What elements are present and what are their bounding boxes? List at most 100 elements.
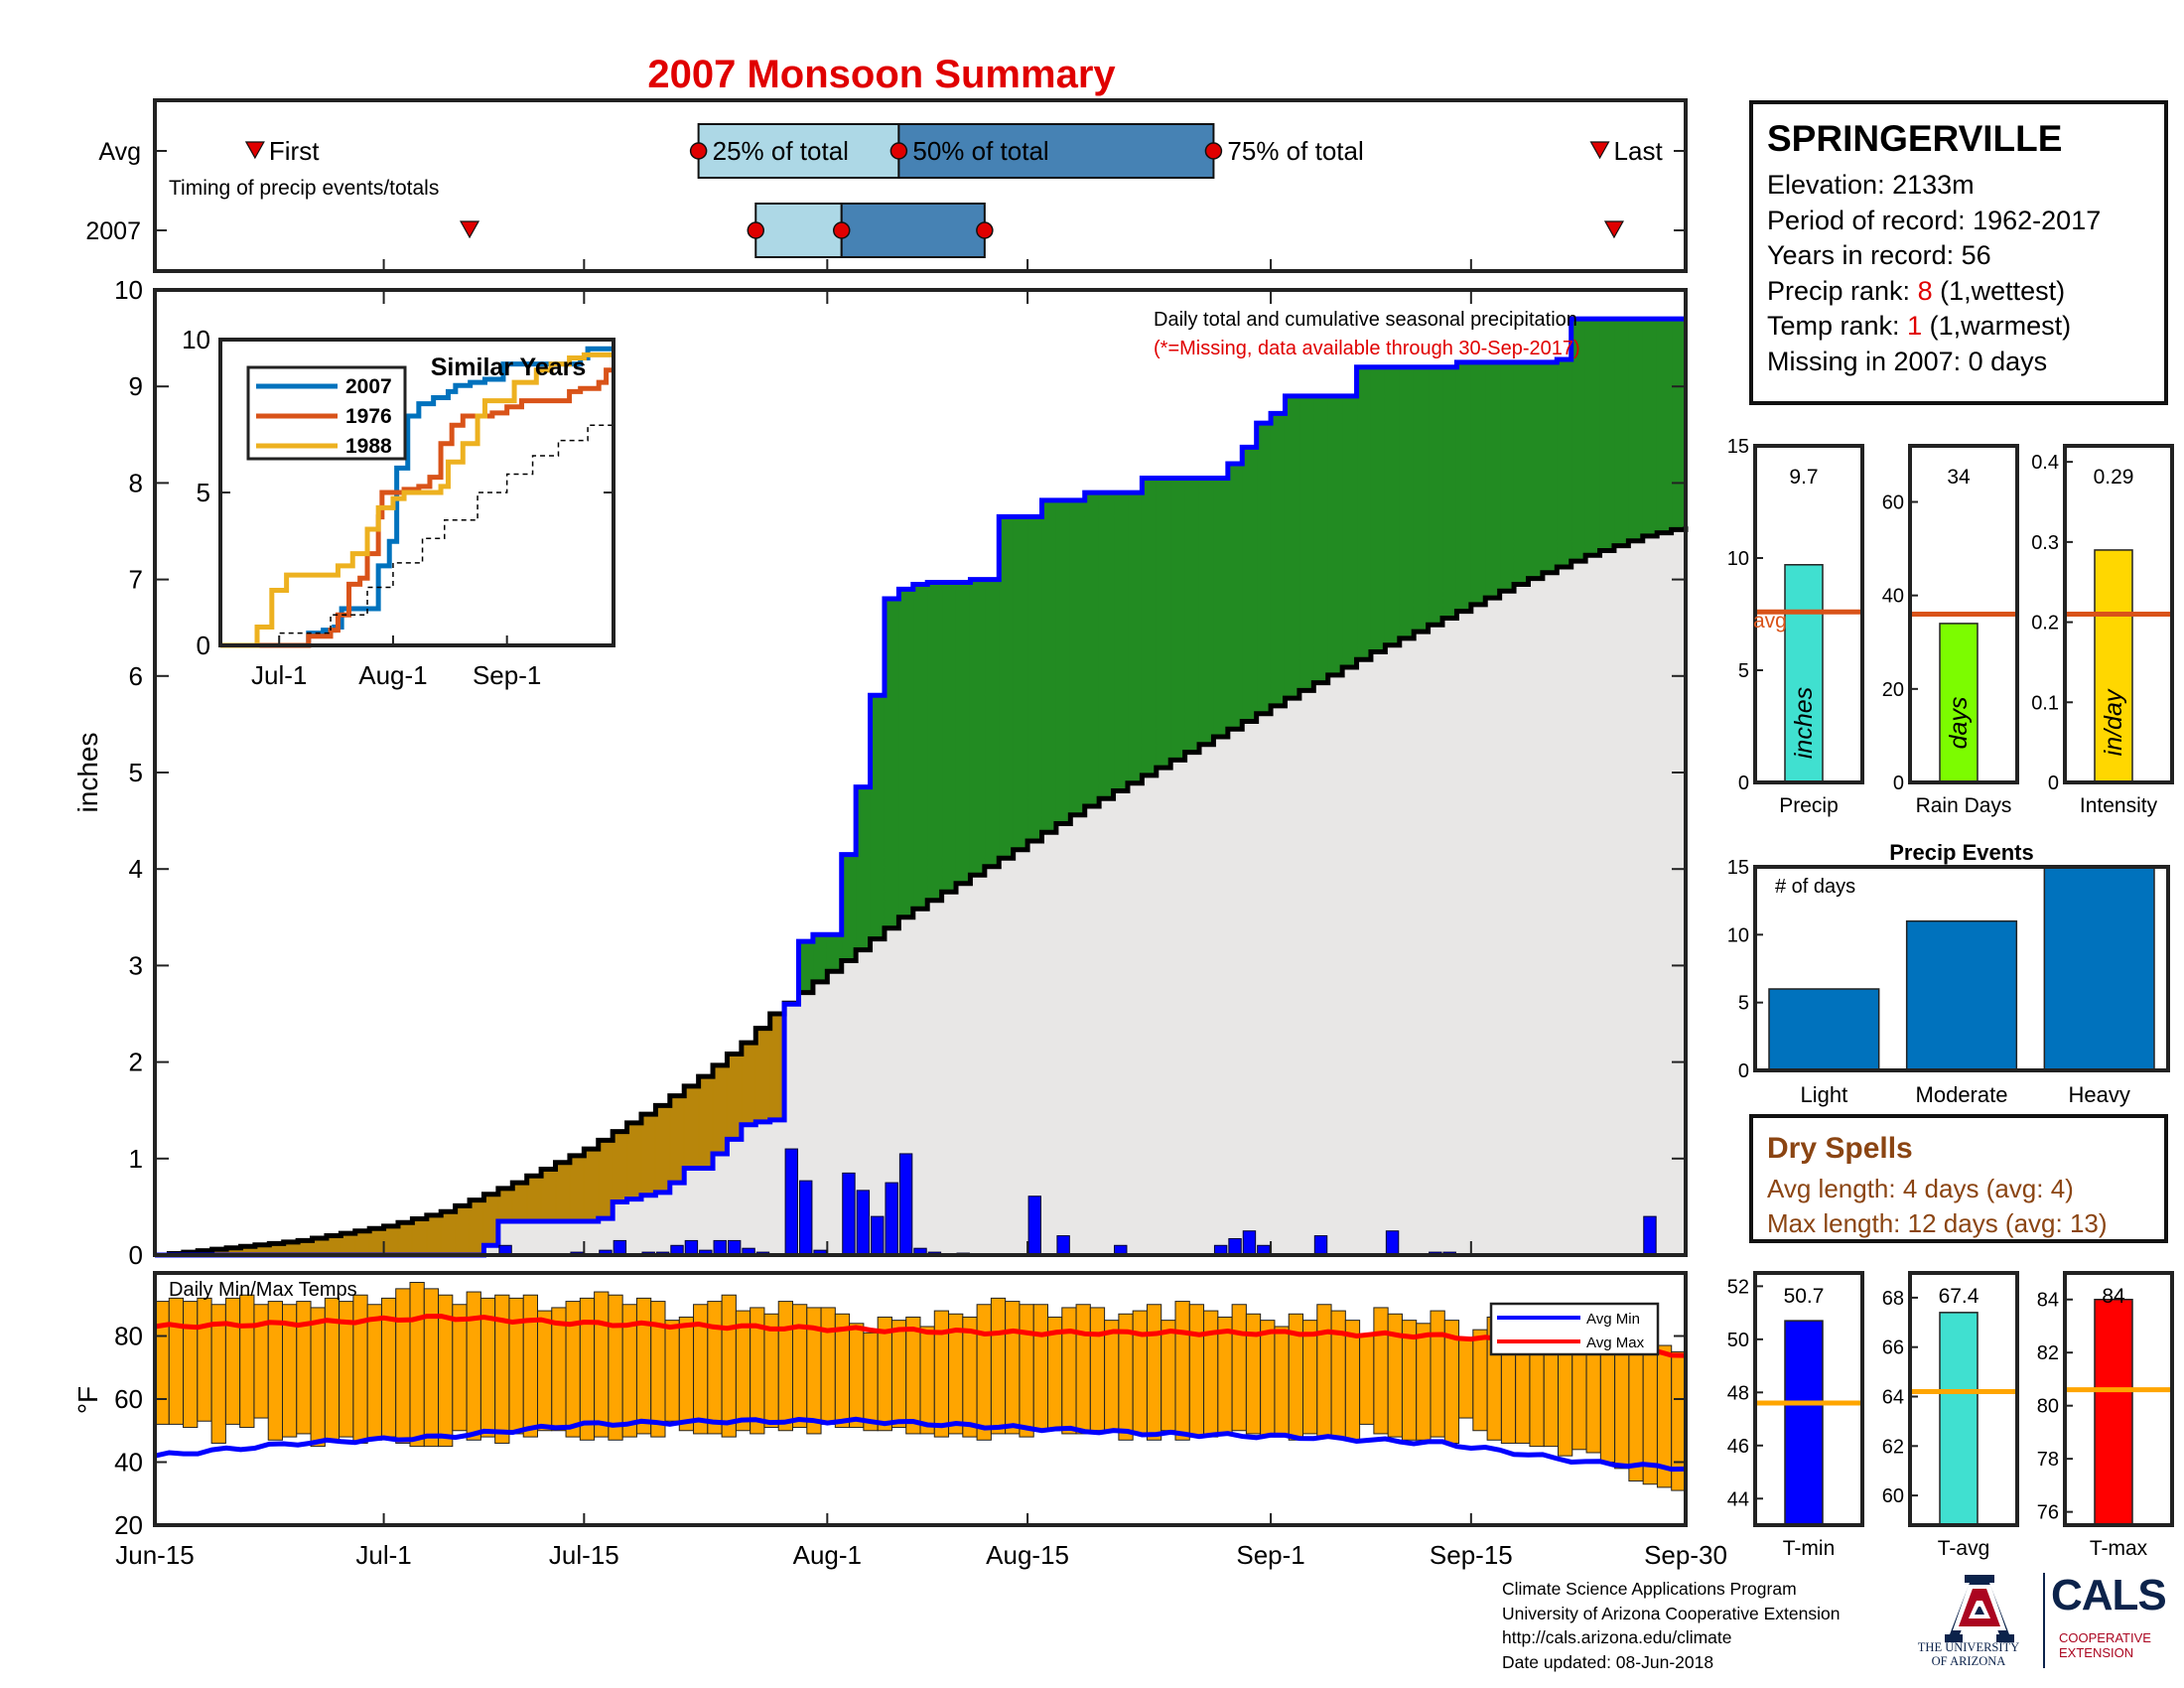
daily-temp-bar <box>890 1320 907 1429</box>
daily-temp-bar <box>1359 1336 1375 1425</box>
inset-y-tick-label: 0 <box>197 631 210 660</box>
stat-y-tick-label: 0 <box>2048 773 2059 794</box>
stat-y-tick-label: 0 <box>1738 773 1749 794</box>
stat-y-tick-label: 64 <box>1882 1387 1904 1409</box>
main-y-tick-label: 8 <box>129 468 143 497</box>
missing-line: Missing in 2007: 0 days <box>1767 346 2048 376</box>
stat-y-tick-label: 52 <box>1727 1276 1749 1298</box>
events-ylabel: # of days <box>1775 876 1855 898</box>
daily-temp-bar <box>820 1307 836 1425</box>
inset-series-1988 <box>220 352 614 648</box>
events-frame <box>1753 865 2170 1072</box>
elevation-value: 2133m <box>1892 170 1975 200</box>
daily-temp-bar <box>707 1301 723 1435</box>
inset-y-tick-label: 10 <box>182 325 210 354</box>
events-title: Precip Events <box>1889 840 2034 865</box>
temps-y-tick-label: 20 <box>114 1510 143 1540</box>
credits-link[interactable]: http://cals.arizona.edu/climate <box>1502 1627 1732 1647</box>
daily-precip-bar <box>1643 1215 1657 1256</box>
main-y-tick-label: 3 <box>129 950 143 980</box>
temp-rank-note: (1,warmest) <box>1922 311 2072 341</box>
stat-y-tick-label: 48 <box>1727 1382 1749 1404</box>
daily-precip-bar <box>1228 1237 1242 1256</box>
daily-temp-bar <box>1260 1320 1276 1438</box>
stat-y-tick-label: 60 <box>1882 492 1904 514</box>
stat-bar-T-max <box>2094 1298 2133 1526</box>
main-y-tick-label: 6 <box>129 661 143 691</box>
event-bar-moderate <box>1905 919 2018 1071</box>
daily-temp-bar <box>310 1307 326 1448</box>
daily-temp-bar <box>183 1301 199 1429</box>
main-y-tick-label: 9 <box>129 371 143 401</box>
daily-precip-bar <box>713 1239 727 1256</box>
main-y-axis-label: inches <box>72 733 103 813</box>
stat-value-label-Intensity: 0.29 <box>2094 466 2134 489</box>
stat-panel-name: T-min <box>1783 1537 1836 1560</box>
timing-percentile-marker <box>1204 142 1223 160</box>
events-y-tick-label: 0 <box>1738 1060 1749 1082</box>
stat-y-tick-label: 0 <box>1893 773 1904 794</box>
stat-y-tick-label: 68 <box>1882 1288 1904 1310</box>
temps-y-axis-label: °F <box>72 1386 103 1414</box>
daily-temp-bar <box>1132 1310 1148 1435</box>
daily-temp-bar <box>466 1291 481 1441</box>
stat-unit-label: days <box>1945 697 1973 750</box>
cals-logo: CALS <box>2051 1571 2167 1619</box>
inset-y-tick-label: 5 <box>197 478 210 507</box>
x-tick-label: Sep-15 <box>1430 1540 1513 1570</box>
inset-x-tick-label: Aug-1 <box>358 660 427 690</box>
inset-title: Similar Years <box>431 353 587 381</box>
daily-temp-bar <box>635 1297 652 1435</box>
timing-box-50-75 <box>840 203 986 258</box>
inset-legend-label: 1988 <box>345 435 392 458</box>
temps-legend-box <box>1489 1302 1660 1356</box>
main-missing-note: (*=Missing, data available through 30-Se… <box>1154 338 1580 359</box>
stat-y-tick-label: 46 <box>1727 1436 1749 1458</box>
main-y-tick-label: 4 <box>129 854 143 884</box>
similar-years-inset: 0 5 10 Jul-1 Aug-1 Sep-1 Similar Years 2007 1976… <box>182 325 615 690</box>
period-label: Period of record: <box>1767 205 1974 235</box>
timing-label-50: 50% of total <box>912 136 1048 166</box>
temps-y-tick-label: 60 <box>114 1384 143 1414</box>
daily-temp-bar <box>1174 1301 1190 1441</box>
stat-value-label-T-avg: 67.4 <box>1939 1285 1979 1308</box>
stat-unit-label: inches <box>1790 687 1818 759</box>
years-line: Years in record: 56 <box>1767 238 2150 274</box>
daily-temp-bar <box>976 1304 992 1441</box>
inset-series-1976 <box>220 367 614 648</box>
stat-y-tick-label: 10 <box>1727 548 1749 570</box>
main-y-tick-label: 1 <box>129 1144 143 1174</box>
daily-precip-bar <box>727 1239 742 1256</box>
temp-stats-panels: 44 46 48 50 52 50.7 T-min 60 62 64 66 68 67.4 T-avg 76… <box>1727 1271 2174 1560</box>
stat-bar-Intensity <box>2094 549 2133 783</box>
stat-y-tick-label: 15 <box>1727 436 1749 458</box>
daily-temp-bar <box>1146 1304 1162 1441</box>
temps-y-tick-label: 40 <box>114 1448 143 1477</box>
daily-precip-bar <box>784 1148 799 1256</box>
daily-temp-bar <box>395 1288 411 1444</box>
x-tick-label: Jul-1 <box>355 1540 411 1570</box>
temps-panel: 20 40 60 80 Jun-15 Jul-1 Jul-15 Aug-1 Aug-15 Sep-… <box>72 1271 1727 1570</box>
dry-spells-title: Dry Spells <box>1767 1132 1913 1165</box>
date-updated: Date updated: 08-Jun-2018 <box>1502 1651 1714 1672</box>
daily-temp-bar <box>239 1294 255 1429</box>
timing-label-first: First <box>269 136 320 166</box>
timing-label-25: 25% of total <box>713 136 849 166</box>
event-bar-light <box>1768 988 1880 1071</box>
daily-precip-bar <box>842 1172 856 1256</box>
credits-line-2: University of Arizona Cooperative Extens… <box>1502 1603 1841 1623</box>
university-arizona-logo <box>1945 1575 2014 1642</box>
daily-temp-bar <box>594 1291 610 1438</box>
event-category-label: Moderate <box>1916 1082 2008 1107</box>
precip-rank-label: Precip rank: <box>1767 275 1918 306</box>
elevation-label: Elevation: <box>1767 170 1893 200</box>
daily-temp-bar <box>664 1320 680 1422</box>
inset-x-tick-label: Sep-1 <box>473 660 541 690</box>
daily-temp-bar <box>608 1294 623 1441</box>
main-y-tick-label: 10 <box>114 275 143 305</box>
daily-temp-bar <box>1430 1310 1445 1438</box>
events-y-tick-label: 15 <box>1727 857 1749 879</box>
x-tick-label: Jun-15 <box>115 1540 195 1570</box>
x-tick-label: Sep-1 <box>1236 1540 1304 1570</box>
